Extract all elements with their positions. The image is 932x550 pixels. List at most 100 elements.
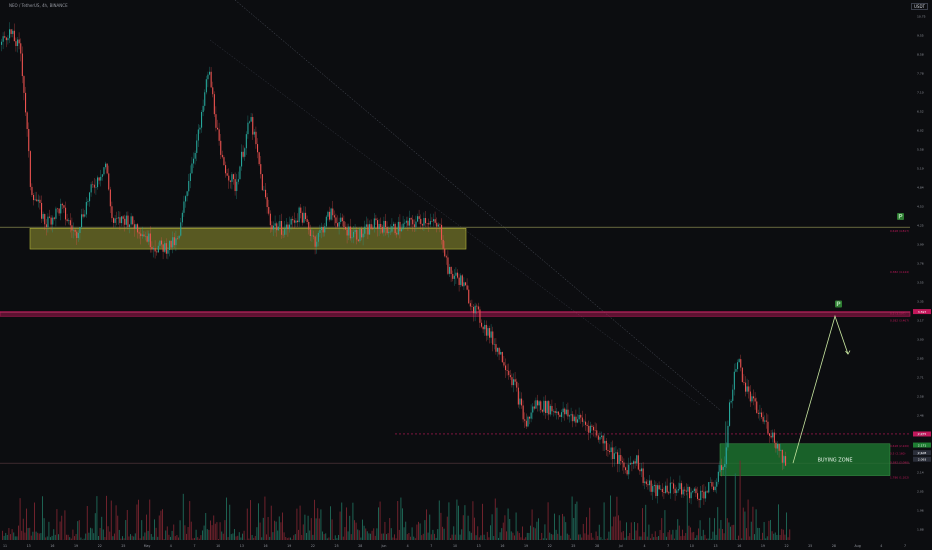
candle-body [481, 322, 483, 327]
volume-bar [349, 515, 351, 540]
candle-body [132, 216, 134, 225]
candle-body [681, 483, 683, 495]
candle-body [703, 491, 705, 499]
fib-label: 1.786 (1.102) [890, 476, 909, 480]
volume-bar [125, 520, 127, 540]
volume-bar [134, 533, 136, 540]
volume-bar [35, 531, 37, 540]
candle-body [458, 277, 460, 285]
candle-body [729, 402, 731, 426]
candle-body [340, 217, 342, 223]
candle-body [554, 410, 556, 413]
volume-bar [440, 512, 442, 540]
volume-bar [206, 529, 208, 540]
volume-bar [571, 496, 573, 540]
volume-bar [499, 532, 501, 540]
volume-bar [501, 528, 503, 540]
candle-body [637, 455, 639, 470]
volume-bar [432, 529, 434, 540]
candle-body [228, 175, 230, 181]
volume-bar [347, 531, 349, 540]
candle-body [597, 435, 599, 440]
volume-bar [642, 508, 643, 540]
candle-body [781, 449, 783, 463]
candle-body [596, 430, 598, 436]
volume-bar [69, 537, 71, 540]
candle-body [682, 489, 684, 495]
candle-body [706, 491, 708, 493]
candle-body [599, 437, 601, 440]
volume-bar [317, 508, 319, 540]
volume-bar [320, 509, 322, 540]
candle-body [337, 223, 339, 227]
candle-body [297, 220, 299, 223]
candle-body [661, 488, 663, 493]
volume-bar [467, 515, 469, 540]
candle-body [711, 482, 713, 487]
y-tick-label: 3.76 [917, 262, 924, 266]
x-tick-label: 13 [27, 544, 31, 548]
candle-body [537, 400, 539, 406]
candle-body [601, 435, 603, 438]
volume-bar [205, 513, 207, 540]
volume-bar [112, 536, 114, 540]
candle-body [303, 212, 305, 223]
volume-bar [325, 533, 327, 540]
volume-bar [341, 502, 343, 540]
candle-body [386, 227, 388, 234]
volume-bar [742, 507, 744, 540]
candle-body [506, 370, 508, 371]
volume-bar [346, 507, 347, 540]
volume-bar [550, 534, 552, 540]
volume-bar [238, 532, 240, 540]
volume-bar [157, 536, 159, 540]
candle-body [625, 467, 627, 471]
volume-bar [16, 536, 18, 540]
volume-bar [18, 525, 19, 540]
candle-body [34, 199, 36, 201]
volume-bar [725, 421, 727, 540]
candle-body [42, 214, 44, 219]
volume-bar [704, 534, 706, 540]
volume-bar [670, 534, 672, 540]
candle-body [325, 216, 327, 227]
candle-body [719, 465, 721, 472]
candle-body [407, 220, 409, 226]
volume-bar [237, 535, 239, 540]
candle-body [349, 226, 351, 239]
volume-bar [162, 509, 163, 540]
volume-bar [277, 530, 279, 540]
candle-body [545, 400, 547, 413]
volume-bar [354, 520, 355, 540]
x-tick-label: 25 [121, 544, 125, 548]
volume-bar [104, 537, 106, 540]
volume-bar [597, 536, 599, 540]
x-tick-label: 25 [335, 544, 339, 548]
volume-bar [754, 534, 755, 540]
volume-bar [618, 515, 619, 540]
volume-bar [150, 534, 152, 540]
volume-bar [221, 531, 223, 540]
candle-body [572, 414, 574, 422]
candle-body [709, 482, 711, 483]
candle-body [276, 223, 278, 231]
candle-body [241, 151, 243, 167]
candle-body [497, 347, 499, 352]
candle-body [5, 37, 7, 41]
volume-bar [198, 538, 200, 540]
volume-bar [579, 534, 581, 540]
volume-bar [434, 533, 435, 540]
volume-bar [174, 536, 176, 540]
volume-bar [482, 503, 483, 540]
volume-bar [91, 528, 93, 540]
currency-badge[interactable]: USDT [911, 3, 928, 10]
candle-body [105, 163, 107, 168]
candle-body [316, 241, 318, 247]
candle-body [351, 237, 353, 239]
candle-body [221, 154, 223, 158]
volume-bar [744, 511, 746, 540]
volume-bar [371, 530, 373, 540]
volume-bar [120, 538, 122, 540]
volume-bar [166, 526, 168, 540]
